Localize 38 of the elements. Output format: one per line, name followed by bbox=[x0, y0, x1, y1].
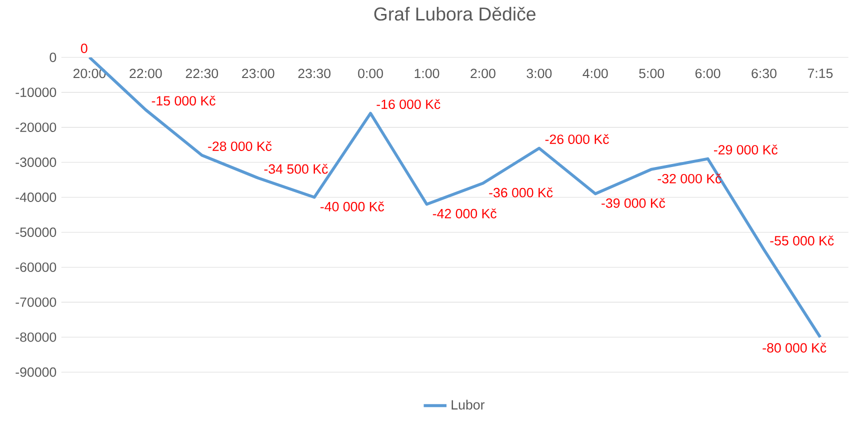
data-label: -29 000 Kč bbox=[714, 144, 778, 154]
x-tick-label: 6:30 bbox=[752, 68, 776, 78]
y-tick-label: -70000 bbox=[16, 297, 56, 307]
x-tick-label: 4:00 bbox=[582, 68, 608, 78]
y-tick-label: -50000 bbox=[16, 227, 56, 237]
x-tick-label: 2:00 bbox=[470, 68, 496, 78]
y-tick-label: -10000 bbox=[16, 88, 56, 97]
x-tick-label: 1:00 bbox=[414, 68, 440, 78]
x-tick-label: 22:00 bbox=[130, 68, 162, 78]
x-tick-label: 23:00 bbox=[242, 68, 274, 78]
y-tick-label: -90000 bbox=[16, 367, 56, 377]
data-label: -40 000 Kč bbox=[320, 201, 384, 212]
x-tick-label: 7:15 bbox=[808, 68, 833, 78]
data-label: -34 500 Kč bbox=[264, 164, 328, 174]
data-label: -55 000 Kč bbox=[770, 236, 834, 246]
data-label: -42 000 Kč bbox=[432, 208, 496, 218]
y-tick-label: -80000 bbox=[16, 332, 56, 342]
y-tick-label: -30000 bbox=[16, 157, 56, 167]
chart-title: Graf Lubora Dědiče bbox=[374, 6, 536, 21]
x-tick-label: 5:00 bbox=[639, 68, 664, 78]
y-tick-label: -40000 bbox=[16, 192, 56, 202]
x-tick-label: 22:30 bbox=[186, 68, 218, 78]
data-label: 0 bbox=[80, 44, 88, 53]
x-tick-label: 23:30 bbox=[298, 68, 330, 78]
data-label: -36 000 Kč bbox=[489, 187, 553, 198]
x-tick-label: 3:00 bbox=[526, 68, 552, 78]
data-label: -16 000 Kč bbox=[376, 99, 440, 109]
data-label: -80 000 Kč bbox=[762, 342, 826, 353]
data-label: -28 000 Kč bbox=[208, 141, 272, 151]
y-tick-label: 0 bbox=[50, 52, 56, 62]
data-label: -26 000 Kč bbox=[545, 134, 609, 144]
y-tick-label: -60000 bbox=[16, 262, 56, 272]
data-label: -15 000 Kč bbox=[152, 96, 216, 106]
data-label: -39 000 Kč bbox=[602, 198, 666, 208]
y-tick-label: -20000 bbox=[16, 122, 56, 132]
x-tick-label: 6:00 bbox=[695, 68, 720, 78]
x-tick-label: 0:00 bbox=[358, 68, 383, 78]
legend-label: Lubor bbox=[452, 400, 485, 410]
